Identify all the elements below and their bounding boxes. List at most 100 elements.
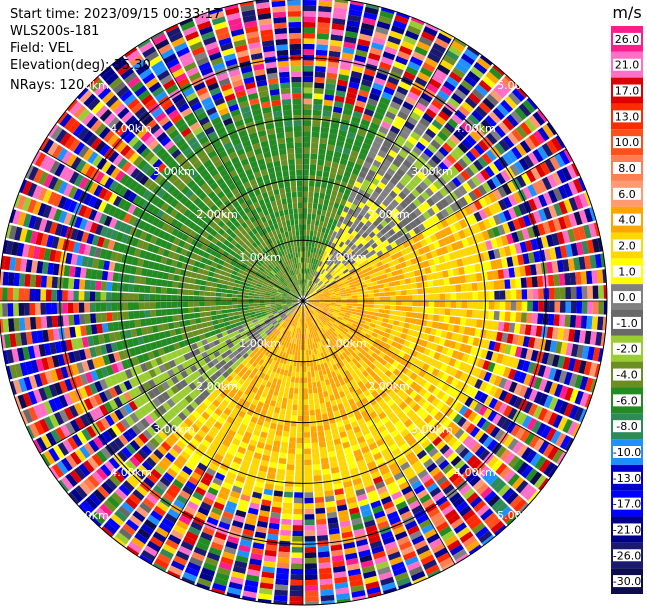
- velocity-gate: [341, 296, 347, 298]
- velocity-gate: [188, 302, 194, 307]
- velocity-gate: [489, 291, 495, 300]
- velocity-gate: [314, 398, 319, 404]
- velocity-gate: [304, 454, 311, 460]
- velocity-gate: [217, 314, 223, 319]
- velocity-gate: [321, 595, 335, 602]
- velocity-gate: [303, 131, 311, 137]
- velocity-gate: [68, 315, 74, 326]
- velocity-gate: [318, 6, 332, 12]
- velocity-gate: [318, 17, 331, 24]
- velocity-gate: [232, 308, 238, 312]
- velocity-gate: [576, 286, 582, 299]
- velocity-gate: [390, 306, 396, 310]
- velocity-gate: [538, 301, 544, 312]
- velocity-gate: [449, 316, 455, 324]
- velocity-gate: [282, 375, 287, 381]
- velocity-gate: [492, 321, 499, 330]
- velocity-gate: [303, 0, 317, 6]
- velocity-gate: [322, 205, 328, 211]
- velocity-gate: [358, 304, 364, 307]
- velocity-gate: [194, 307, 200, 312]
- velocity-gate: [316, 44, 328, 50]
- velocity-gate: [194, 313, 200, 319]
- velocity-gate: [270, 303, 276, 305]
- velocity-gate: [282, 398, 288, 404]
- velocity-gate: [312, 448, 319, 454]
- velocity-gate: [276, 568, 289, 574]
- velocity-gate: [598, 285, 604, 299]
- velocity-gate: [303, 6, 316, 12]
- velocity-gate: [510, 312, 516, 322]
- velocity-gate: [303, 93, 312, 99]
- velocity-gate: [304, 498, 313, 504]
- velocity-gate: [390, 296, 396, 300]
- velocity-gate: [139, 294, 145, 301]
- velocity-gate: [299, 389, 303, 395]
- velocity-gate: [323, 105, 332, 112]
- velocity-gate: [117, 312, 123, 321]
- velocity-gate: [305, 591, 318, 597]
- velocity-gate: [297, 438, 303, 444]
- velocity-gate: [211, 315, 217, 320]
- velocity-gate: [216, 302, 222, 306]
- velocity-gate: [303, 328, 305, 334]
- velocity-gate: [326, 384, 331, 390]
- velocity-gate: [296, 460, 303, 466]
- velocity-gate: [30, 317, 36, 330]
- velocity-gate: [289, 437, 296, 443]
- velocity-gate: [481, 272, 488, 281]
- velocity-gate: [303, 60, 314, 66]
- velocity-gate: [483, 291, 489, 299]
- velocity-gate: [129, 320, 136, 328]
- velocity-gate: [278, 463, 286, 469]
- velocity-gate: [299, 394, 303, 400]
- velocity-gate: [304, 465, 312, 471]
- velocity-gate: [317, 530, 328, 536]
- velocity-gate: [505, 312, 511, 322]
- velocity-gate: [483, 301, 489, 309]
- velocity-gate: [90, 313, 96, 323]
- velocity-gate: [173, 322, 180, 329]
- velocity-gate: [316, 524, 327, 530]
- velocity-gate: [297, 339, 300, 345]
- velocity-gate: [303, 66, 314, 72]
- velocity-gate: [293, 399, 298, 405]
- velocity-gate: [278, 552, 290, 558]
- velocity-gate: [298, 405, 303, 411]
- velocity-gate: [280, 408, 286, 414]
- velocity-gate: [324, 396, 330, 402]
- velocity-gate: [373, 285, 379, 289]
- velocity-gate: [218, 319, 224, 324]
- velocity-gate: [411, 312, 417, 318]
- velocity-gate: [304, 405, 309, 411]
- velocity-gate: [527, 289, 533, 299]
- velocity-gate: [500, 301, 506, 310]
- velocity-gate: [304, 487, 313, 493]
- velocity-gate: [68, 303, 74, 314]
- velocity-gate: [315, 404, 321, 410]
- velocity-gate: [428, 308, 434, 314]
- velocity-gate: [533, 301, 539, 312]
- velocity-gate: [381, 322, 387, 327]
- velocity-gate: [300, 367, 303, 373]
- velocity-gate: [24, 317, 31, 330]
- velocity-gate: [35, 303, 41, 315]
- velocity-gate: [316, 519, 326, 525]
- velocity-gate: [321, 380, 326, 386]
- velocity-gate: [249, 307, 255, 310]
- velocity-gate: [298, 399, 303, 405]
- velocity-gate: [396, 291, 402, 296]
- velocity-gate: [324, 199, 330, 205]
- velocity-gate: [151, 318, 157, 326]
- velocity-gate: [316, 513, 326, 519]
- velocity-gate: [62, 290, 68, 301]
- velocity-gate: [304, 460, 311, 466]
- velocity-gate: [554, 314, 560, 326]
- velocity-gate: [304, 432, 310, 438]
- velocity-gate: [312, 242, 316, 248]
- velocity-gate: [188, 308, 194, 314]
- velocity-gate: [227, 305, 233, 309]
- velocity-gate: [318, 204, 323, 210]
- velocity-gate: [385, 296, 391, 300]
- velocity-gate: [248, 304, 254, 307]
